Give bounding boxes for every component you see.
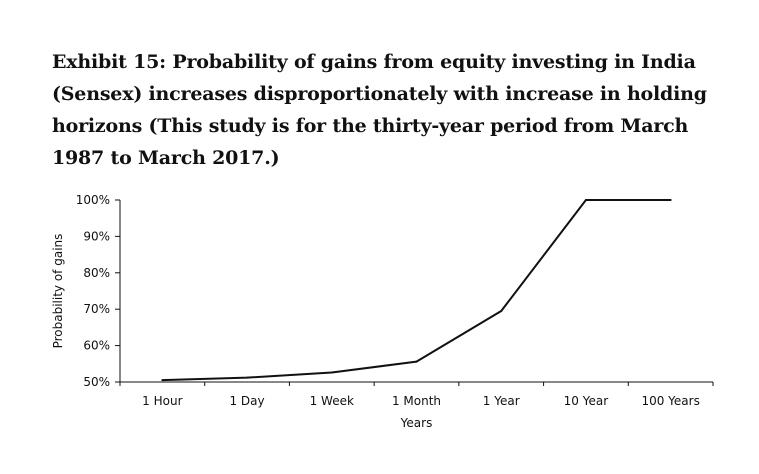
y-axis-title: Probability of gains (51, 234, 65, 349)
x-tick-label: 10 Year (564, 394, 609, 408)
y-tick-label: 70% (83, 302, 110, 316)
data-point (161, 379, 164, 382)
data-point (584, 199, 587, 201)
series-group (161, 199, 672, 382)
x-axis: 1 Hour 1 Day 1 Week 1 Month 1 Year 10 Year 100… (119, 381, 714, 408)
data-point (415, 360, 418, 363)
x-tick-label: 1 Week (310, 394, 354, 408)
y-tick-label: 80% (83, 266, 110, 280)
series-line (162, 199, 671, 382)
x-tick-label: 1 Hour (142, 394, 182, 408)
data-point (246, 376, 249, 379)
x-tick-label: 1 Month (392, 394, 441, 408)
chart-title: Exhibit 15: Probability of gains from eq… (52, 51, 707, 169)
y-axis: 50% 60% 70% 80% 90% 100% (76, 193, 121, 389)
x-tick-label: 1 Day (229, 394, 264, 408)
y-tick-label: 90% (83, 229, 110, 243)
y-tick-label: 100% (76, 193, 110, 207)
y-tick-label: 50% (83, 375, 110, 389)
data-point (330, 371, 333, 374)
y-tick-label: 60% (83, 339, 110, 353)
x-tick-label: 100 Years (641, 394, 699, 408)
x-axis-title: Years (400, 416, 433, 430)
data-point (669, 199, 672, 201)
x-tick-label: 1 Year (483, 394, 520, 408)
data-point (500, 310, 503, 313)
